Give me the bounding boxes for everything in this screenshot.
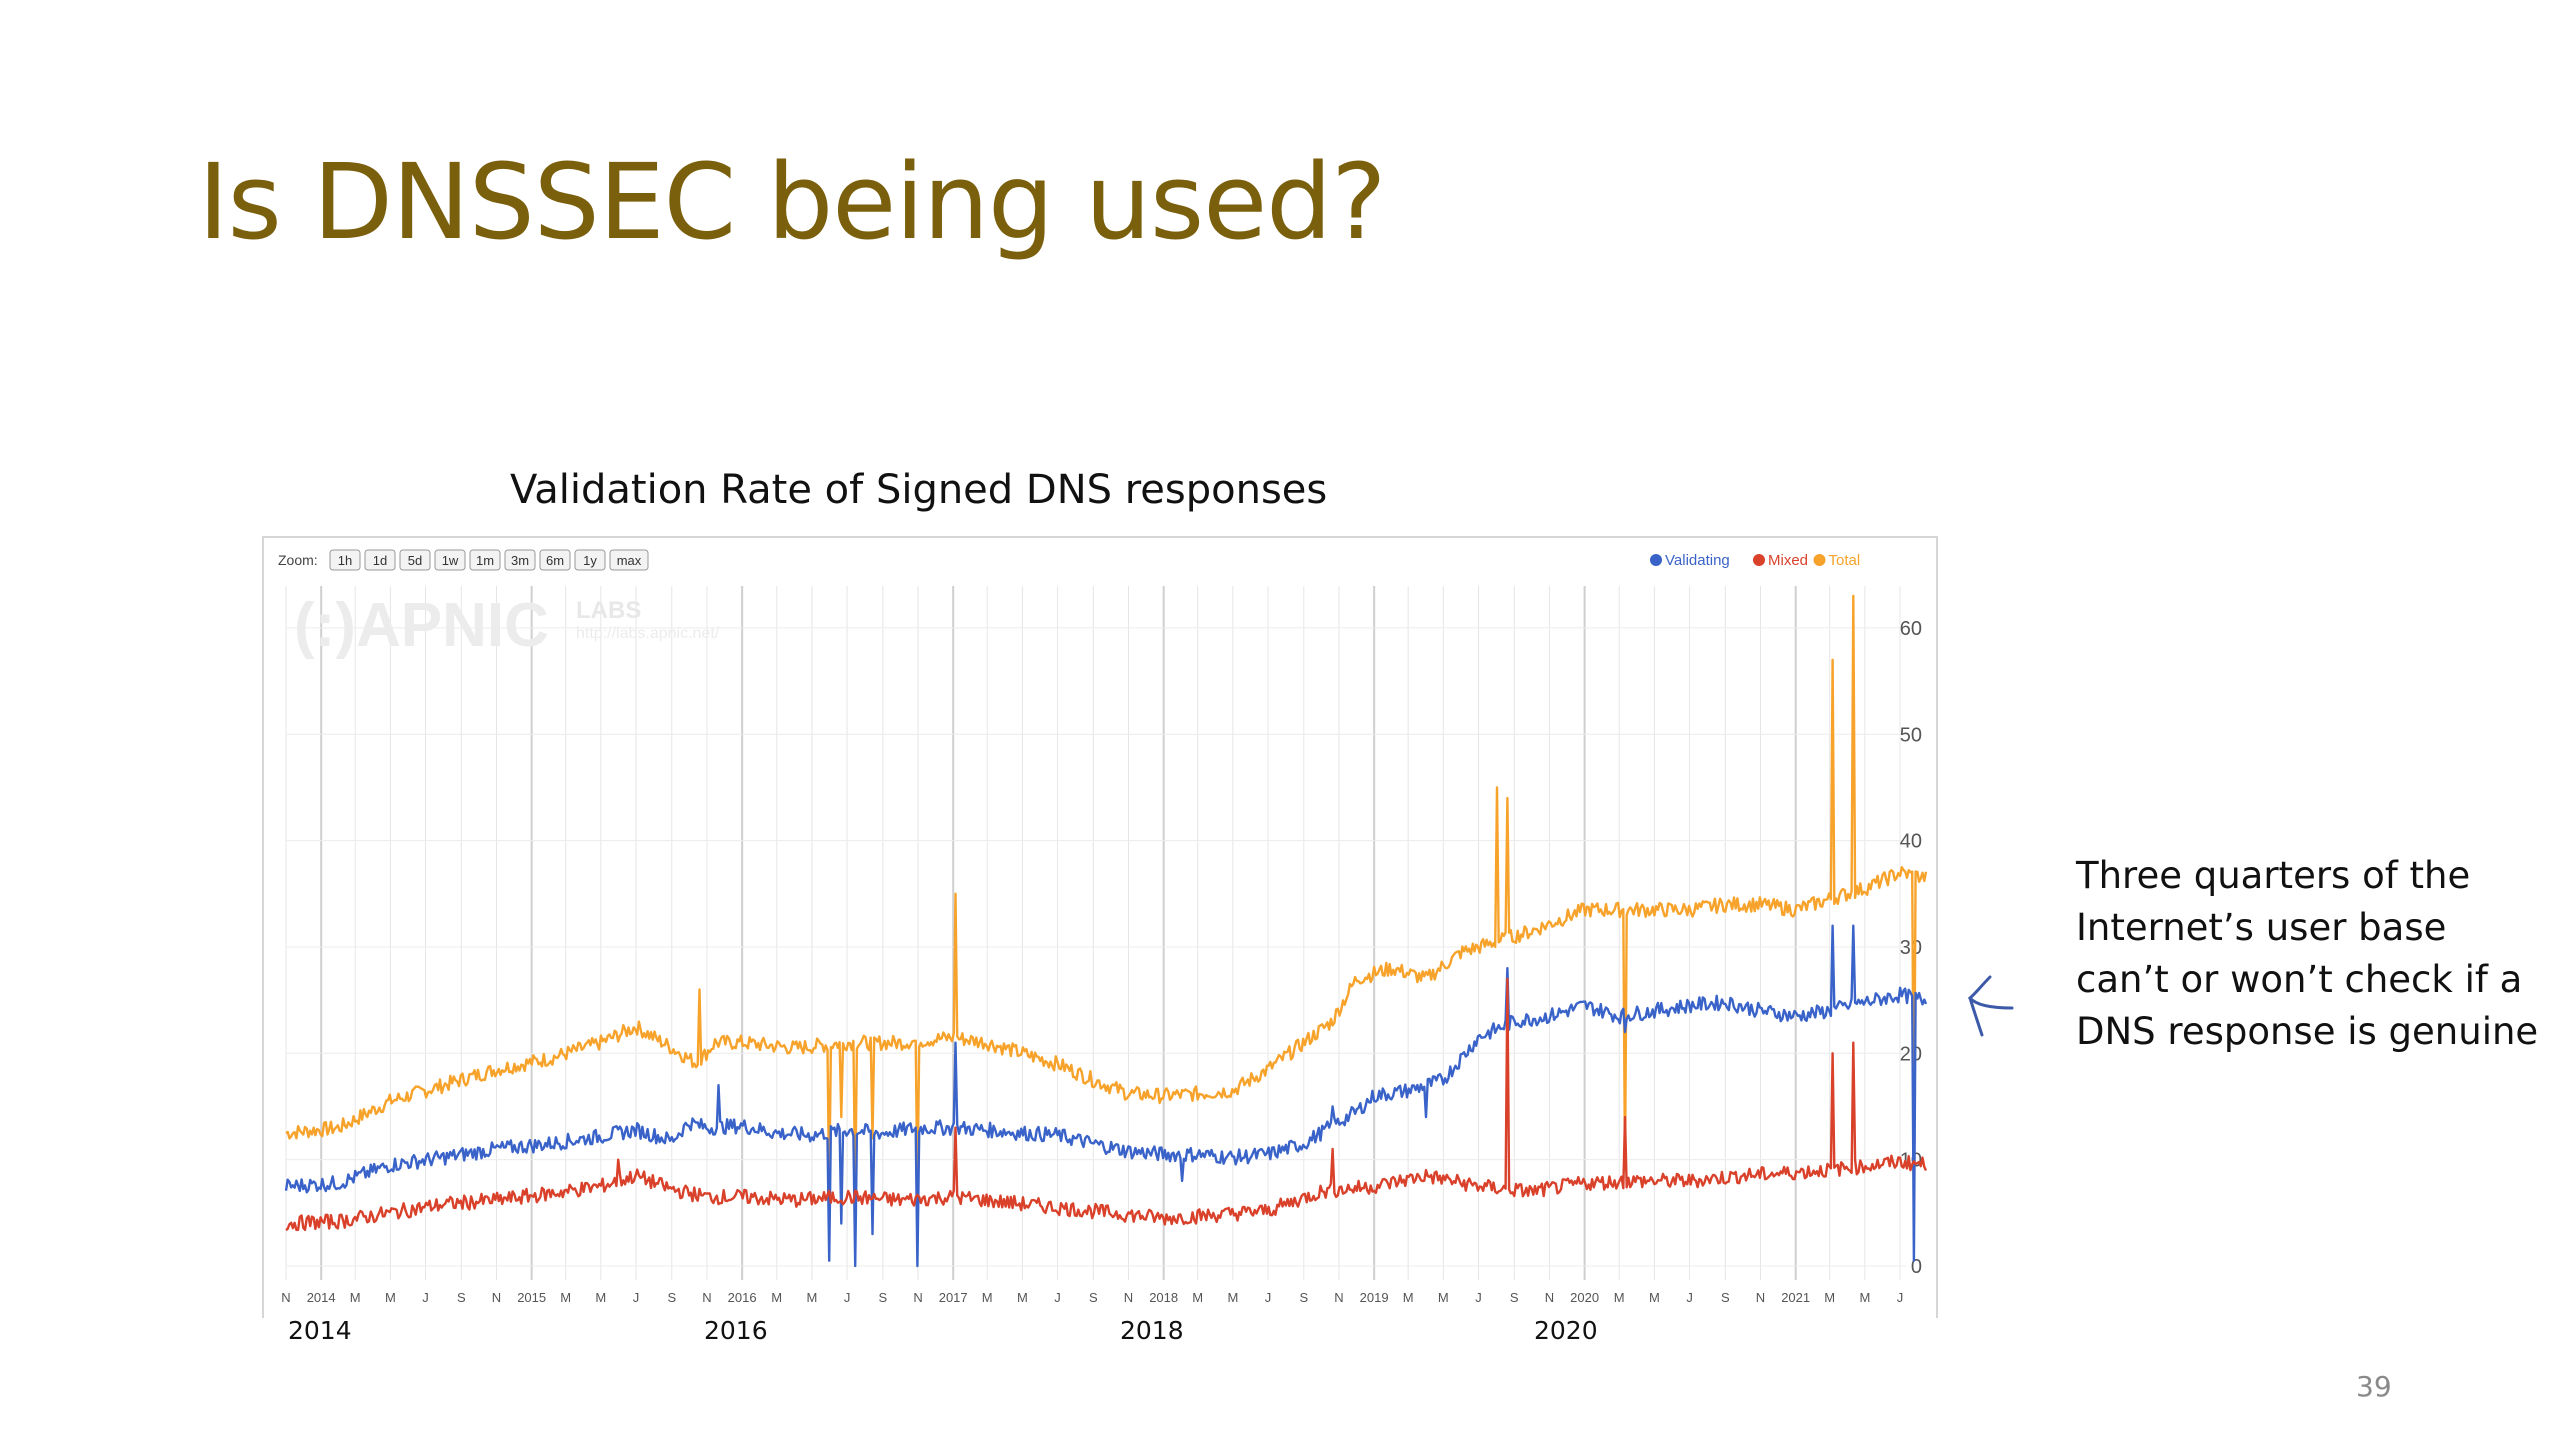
x-tick-label: M bbox=[1614, 1290, 1625, 1305]
x-tick-label: 2021 bbox=[1781, 1290, 1810, 1305]
zoom-button-label[interactable]: 1d bbox=[373, 553, 387, 568]
x-tick-label: M bbox=[1438, 1290, 1449, 1305]
zoom-button[interactable] bbox=[329, 549, 361, 571]
zoom-label: Zoom: bbox=[278, 552, 318, 568]
x-tick-label: M bbox=[350, 1290, 361, 1305]
legend-label: Total bbox=[1829, 552, 1861, 569]
year-label: 2014 bbox=[288, 1316, 352, 1345]
x-tick-label: S bbox=[1721, 1290, 1730, 1305]
zoom-button-label[interactable]: 6m bbox=[546, 553, 564, 568]
x-tick-label: J bbox=[844, 1290, 851, 1305]
legend-marker bbox=[1650, 554, 1662, 566]
zoom-button-label[interactable]: max bbox=[617, 553, 642, 568]
x-tick-label: 2017 bbox=[939, 1290, 968, 1305]
zoom-button[interactable] bbox=[539, 549, 571, 571]
x-tick-label: N bbox=[1756, 1290, 1765, 1305]
x-tick-label: N bbox=[281, 1290, 290, 1305]
year-label: 2016 bbox=[704, 1316, 768, 1345]
x-tick-label: N bbox=[1334, 1290, 1343, 1305]
x-tick-label: M bbox=[1403, 1290, 1414, 1305]
legend-label: Validating bbox=[1665, 552, 1730, 569]
x-tick-label: M bbox=[560, 1290, 571, 1305]
x-tick-label: N bbox=[1124, 1290, 1133, 1305]
x-tick-label: M bbox=[806, 1290, 817, 1305]
year-label: 2020 bbox=[1534, 1316, 1598, 1345]
x-tick-label: M bbox=[1017, 1290, 1028, 1305]
x-tick-label: N bbox=[913, 1290, 922, 1305]
y-tick-label: 0 bbox=[1911, 1256, 1922, 1278]
zoom-button[interactable] bbox=[399, 549, 431, 571]
year-label: 2018 bbox=[1120, 1316, 1184, 1345]
zoom-button-label[interactable]: 5d bbox=[408, 553, 422, 568]
x-tick-label: J bbox=[1265, 1290, 1272, 1305]
y-tick-label: 20 bbox=[1900, 1043, 1922, 1065]
zoom-button[interactable] bbox=[504, 549, 536, 571]
x-tick-label: M bbox=[1824, 1290, 1835, 1305]
x-tick-label: S bbox=[1089, 1290, 1098, 1305]
x-tick-label: M bbox=[771, 1290, 782, 1305]
apnic-watermark-labs: LABS bbox=[576, 597, 641, 624]
zoom-button[interactable] bbox=[469, 549, 501, 571]
y-tick-label: 30 bbox=[1900, 937, 1922, 959]
zoom-button-label[interactable]: 1h bbox=[338, 553, 352, 568]
x-tick-label: S bbox=[457, 1290, 466, 1305]
zoom-button[interactable] bbox=[609, 549, 649, 571]
series-line-total bbox=[285, 594, 1928, 1193]
apnic-watermark-url: http://labs.apnic.net/ bbox=[576, 625, 720, 642]
x-tick-label: S bbox=[667, 1290, 676, 1305]
series-line-mixed bbox=[285, 977, 1928, 1232]
x-tick-label: J bbox=[1475, 1290, 1482, 1305]
x-tick-label: J bbox=[422, 1290, 429, 1305]
x-tick-label: M bbox=[1192, 1290, 1203, 1305]
page-number: 39 bbox=[2356, 1370, 2392, 1403]
legend-marker bbox=[1813, 554, 1826, 566]
x-tick-label: J bbox=[1054, 1290, 1061, 1305]
zoom-button-label[interactable]: 1w bbox=[442, 553, 459, 568]
x-tick-label: 2014 bbox=[307, 1290, 336, 1305]
x-tick-label: 2018 bbox=[1149, 1290, 1178, 1305]
x-tick-label: M bbox=[1227, 1290, 1238, 1305]
apnic-watermark-logo: (:)APNIC bbox=[294, 591, 549, 660]
x-tick-label: J bbox=[1897, 1290, 1904, 1305]
chart-heading: Validation Rate of Signed DNS responses bbox=[510, 467, 1328, 513]
x-tick-label: M bbox=[982, 1290, 993, 1305]
x-tick-label: M bbox=[1649, 1290, 1660, 1305]
x-tick-label: 2020 bbox=[1570, 1290, 1599, 1305]
x-tick-label: J bbox=[1686, 1290, 1693, 1305]
x-tick-label: S bbox=[1510, 1290, 1519, 1305]
x-tick-label: N bbox=[702, 1290, 711, 1305]
y-tick-label: 50 bbox=[1900, 724, 1922, 746]
legend-marker bbox=[1753, 554, 1765, 566]
x-tick-label: S bbox=[878, 1290, 887, 1305]
x-tick-label: 2016 bbox=[728, 1290, 757, 1305]
x-tick-label: N bbox=[1545, 1290, 1554, 1305]
x-tick-label: S bbox=[1299, 1290, 1308, 1305]
zoom-button-label[interactable]: 1y bbox=[583, 553, 597, 568]
zoom-button-label[interactable]: 1m bbox=[476, 553, 494, 568]
x-tick-label: 2019 bbox=[1360, 1290, 1389, 1305]
series-line-validating bbox=[284, 924, 1928, 1268]
zoom-button[interactable] bbox=[364, 549, 396, 571]
chart-frame: 0 10 20 30 40 50 60 N 2014 M M J S N 2015 M M J S N 2016 M M J S… bbox=[262, 536, 1938, 1318]
y-tick-label: 40 bbox=[1900, 831, 1922, 853]
x-tick-label: M bbox=[1859, 1290, 1870, 1305]
zoom-button[interactable] bbox=[574, 549, 606, 571]
zoom-button[interactable] bbox=[434, 549, 466, 571]
x-tick-label: M bbox=[385, 1290, 396, 1305]
x-tick-label: M bbox=[595, 1290, 606, 1305]
x-tick-label: 2015 bbox=[517, 1290, 546, 1305]
legend-label: Mixed bbox=[1768, 552, 1808, 569]
x-tick-label: N bbox=[492, 1290, 501, 1305]
curved-arrow-icon bbox=[1967, 975, 2014, 1037]
zoom-button-label[interactable]: 3m bbox=[511, 553, 529, 568]
annotation-text: Three quarters of the Internet’s user ba… bbox=[2076, 854, 2539, 1053]
slide-title: Is DNSSEC being used? bbox=[198, 141, 1386, 263]
y-tick-label: 60 bbox=[1900, 618, 1922, 640]
x-tick-label: J bbox=[633, 1290, 640, 1305]
